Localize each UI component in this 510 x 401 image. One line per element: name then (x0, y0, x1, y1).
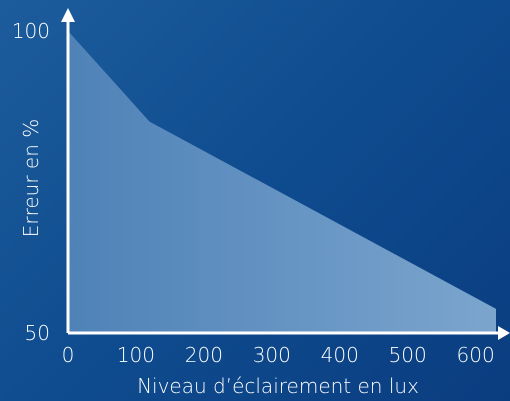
x-tick-label: 400 (321, 343, 359, 367)
x-tick-label: 100 (117, 343, 155, 367)
x-tick-label: 500 (389, 343, 427, 367)
y-axis-title: Erreur en % (19, 119, 43, 238)
x-axis-arrow (498, 326, 510, 340)
x-tick-labels: 0 100 200 300 400 500 600 (62, 343, 495, 367)
y-tick-label: 50 (25, 321, 50, 345)
x-axis-title: Niveau d’éclairement en lux (137, 374, 419, 398)
x-tick-label: 200 (185, 343, 223, 367)
error-area (68, 31, 496, 333)
y-axis-arrow (61, 8, 75, 22)
y-tick-label: 100 (12, 19, 50, 43)
x-tick-label: 300 (253, 343, 291, 367)
x-tick-label: 0 (62, 343, 75, 367)
x-tick-label: 600 (457, 343, 495, 367)
